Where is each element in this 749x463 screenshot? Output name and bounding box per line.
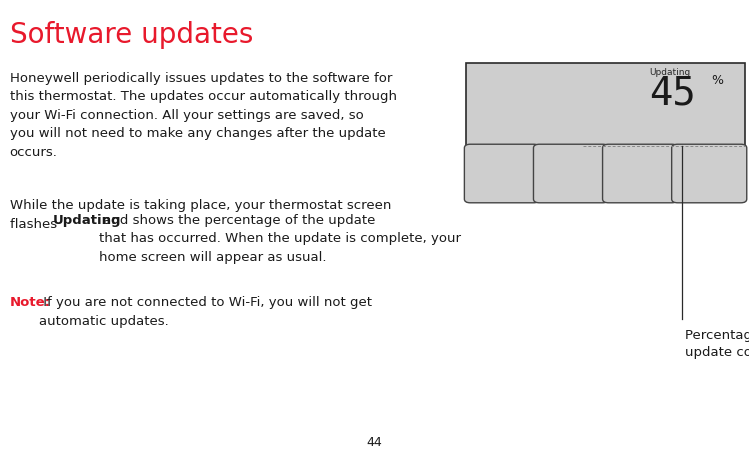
FancyBboxPatch shape [464,144,539,203]
Text: Note:: Note: [10,296,51,309]
Text: Percentage of
update complete: Percentage of update complete [685,329,749,359]
Text: 44: 44 [366,436,383,449]
Text: %: % [712,74,724,87]
Bar [466,63,745,201]
Text: and shows the percentage of the update
that has occurred. When the update is com: and shows the percentage of the update t… [99,214,461,264]
Text: While the update is taking place, your thermostat screen
flashes: While the update is taking place, your t… [10,199,391,231]
Text: Software updates: Software updates [10,21,253,49]
Text: If you are not connected to Wi-Fi, you will not get
automatic updates.: If you are not connected to Wi-Fi, you w… [39,296,372,328]
FancyBboxPatch shape [672,144,747,203]
Text: 45: 45 [649,74,696,112]
Text: Updating: Updating [52,214,121,227]
FancyBboxPatch shape [533,144,608,203]
Text: Honeywell periodically issues updates to the software for
this thermostat. The u: Honeywell periodically issues updates to… [10,72,397,159]
FancyBboxPatch shape [602,144,678,203]
Text: Updating: Updating [649,68,691,77]
